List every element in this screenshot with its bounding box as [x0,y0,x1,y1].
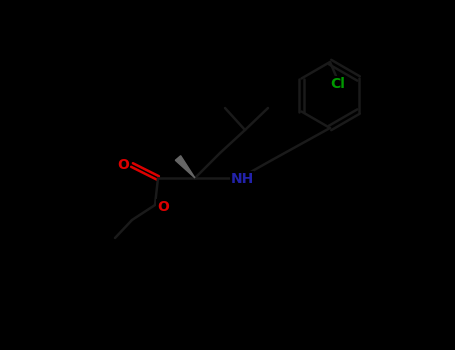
Text: O: O [117,158,129,172]
Text: NH: NH [230,172,253,186]
Text: O: O [157,200,169,214]
Text: Cl: Cl [331,77,345,91]
Polygon shape [175,156,195,178]
